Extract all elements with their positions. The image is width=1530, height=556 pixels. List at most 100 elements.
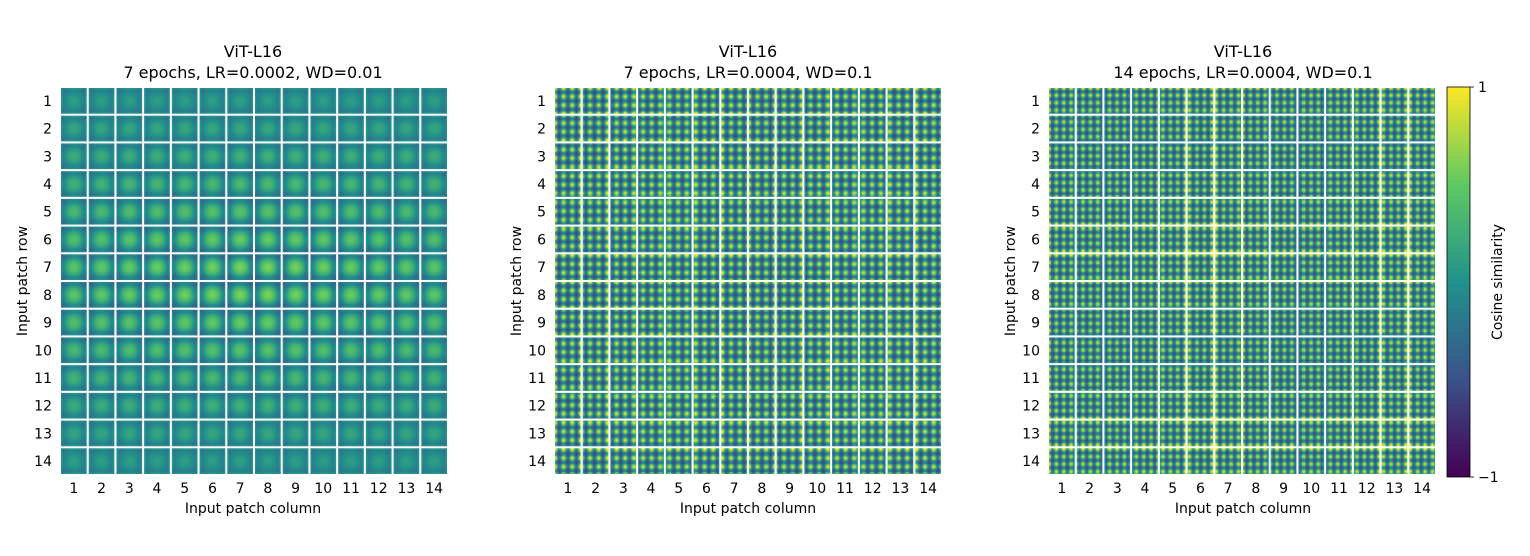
heatmap-cell [88, 309, 115, 336]
heatmap-cell [227, 448, 253, 474]
colorbar-tick-min: −1 [1478, 470, 1499, 486]
heatmap-cell [393, 309, 420, 336]
heatmap-cell [582, 448, 609, 474]
row-tick-label: 4 [537, 177, 546, 193]
heatmap-cell [171, 282, 198, 308]
heatmap-cell [721, 115, 747, 142]
heatmap-cell [421, 420, 447, 447]
heatmap-cell [1409, 88, 1435, 114]
heatmap-cell [61, 254, 87, 280]
row-tick-label: 7 [1031, 260, 1040, 276]
heatmap-cell [61, 88, 87, 114]
heatmap-cell [915, 337, 941, 364]
heatmap-cell [582, 254, 609, 280]
heatmap-cell [1049, 226, 1075, 253]
heatmap-cell [1076, 254, 1103, 280]
heatmap-cell [638, 115, 664, 142]
y-axis-label: Input patch row [15, 226, 31, 336]
heatmap-cell [776, 88, 803, 114]
heatmap-cell [832, 171, 858, 197]
heatmap-cell [859, 392, 886, 419]
heatmap-cell [1187, 88, 1214, 114]
heatmap-cell [832, 448, 858, 474]
row-tick-label: 2 [1031, 122, 1040, 138]
heatmap-cell [832, 420, 858, 447]
heatmap-cell [1049, 365, 1075, 391]
heatmap-cell [1381, 143, 1408, 170]
heatmap-cell [338, 88, 364, 114]
heatmap-cell [1187, 365, 1214, 391]
row-tick-label: 12 [1022, 399, 1040, 415]
heatmap-cell [665, 171, 692, 197]
heatmap-cell [1353, 254, 1380, 280]
heatmap-cell [61, 226, 87, 253]
heatmap-cell [749, 226, 775, 253]
heatmap-cell [1270, 337, 1297, 364]
heatmap-cell [832, 115, 858, 142]
row-tick-label: 14 [528, 454, 546, 470]
heatmap-cell [1298, 88, 1325, 114]
heatmap-cell [1243, 392, 1269, 419]
heatmap-cell [310, 448, 337, 474]
heatmap-cell [610, 392, 637, 419]
heatmap-cell [749, 392, 775, 419]
heatmap-cell [393, 88, 420, 114]
row-tick-label: 11 [528, 371, 546, 387]
heatmap-cell [582, 171, 609, 197]
row-tick-label: 8 [43, 288, 52, 304]
heatmap-cell [1159, 88, 1186, 114]
heatmap-cell [421, 337, 447, 364]
heatmap-cell [1243, 254, 1269, 280]
row-tick-label: 5 [537, 205, 546, 221]
y-axis-label: Input patch row [509, 226, 525, 336]
heatmap-cell [1381, 115, 1408, 142]
heatmap-cell [116, 392, 143, 419]
heatmap-cell [1215, 226, 1241, 253]
heatmap-cell [832, 392, 858, 419]
heatmap-cell [310, 337, 337, 364]
heatmap-cell [832, 254, 858, 280]
row-tick-label: 11 [34, 371, 52, 387]
heatmap-cell [171, 198, 198, 225]
heatmap-cell [1215, 448, 1241, 474]
heatmap-cell [393, 171, 420, 197]
heatmap-cell [1326, 226, 1352, 253]
heatmap-cell [749, 198, 775, 225]
heatmap-cell [365, 420, 392, 447]
heatmap-cell [693, 226, 720, 253]
heatmap-cell [1326, 198, 1352, 225]
heatmap-cell [1298, 309, 1325, 336]
heatmap-cell [693, 392, 720, 419]
heatmap-cell [721, 88, 747, 114]
heatmap-cell [393, 337, 420, 364]
heatmap-cell [638, 198, 664, 225]
column-tick-labels: 1 2 3 4 5 6 7 8 9 10 11 12 13 14 [563, 481, 937, 497]
heatmap-cell [887, 337, 914, 364]
heatmap-cell [1270, 254, 1297, 280]
heatmap-cell [310, 282, 337, 308]
heatmap-cell [310, 420, 337, 447]
row-tick-label: 9 [1031, 316, 1040, 332]
column-tick-label: 12 [370, 481, 388, 497]
heatmap-cell [144, 88, 170, 114]
heatmap-cell [1076, 448, 1103, 474]
heatmap-cell [638, 226, 664, 253]
heatmap-cell [555, 198, 581, 225]
heatmap-cell [1270, 198, 1297, 225]
heatmap-cell [1104, 282, 1131, 308]
heatmap-cell [1353, 392, 1380, 419]
heatmap-cell [171, 88, 198, 114]
heatmap-cell [1215, 171, 1241, 197]
heatmap-cell [144, 226, 170, 253]
heatmap-cell [1159, 448, 1186, 474]
row-tick-label: 6 [537, 232, 546, 248]
heatmap-cell [887, 392, 914, 419]
heatmap-cell [832, 365, 858, 391]
heatmap-cell [1049, 115, 1075, 142]
heatmap-cell [255, 171, 281, 197]
heatmap-cell [1049, 198, 1075, 225]
heatmap-cell [255, 309, 281, 336]
heatmap-cell [282, 88, 309, 114]
heatmap-cell [582, 365, 609, 391]
heatmap-cell [1132, 143, 1158, 170]
